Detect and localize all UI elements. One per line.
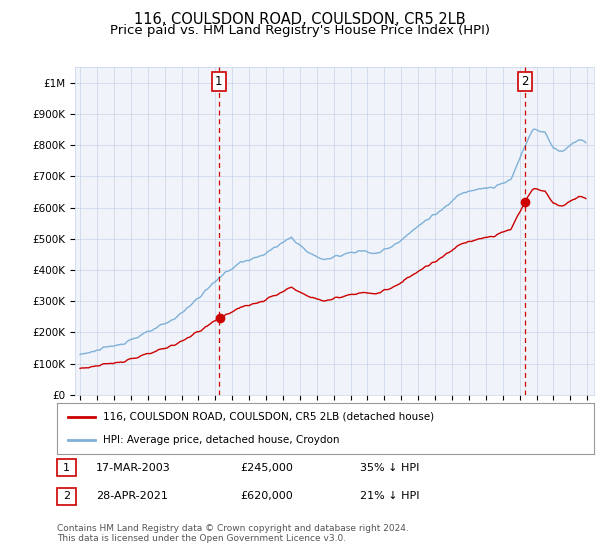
Text: 116, COULSDON ROAD, COULSDON, CR5 2LB (detached house): 116, COULSDON ROAD, COULSDON, CR5 2LB (d… [103,412,434,422]
Text: This data is licensed under the Open Government Licence v3.0.: This data is licensed under the Open Gov… [57,534,346,543]
Text: 116, COULSDON ROAD, COULSDON, CR5 2LB: 116, COULSDON ROAD, COULSDON, CR5 2LB [134,12,466,27]
Text: Price paid vs. HM Land Registry's House Price Index (HPI): Price paid vs. HM Land Registry's House … [110,24,490,36]
Text: HPI: Average price, detached house, Croydon: HPI: Average price, detached house, Croy… [103,435,339,445]
Text: Contains HM Land Registry data © Crown copyright and database right 2024.: Contains HM Land Registry data © Crown c… [57,524,409,533]
Text: 1: 1 [63,463,70,473]
Text: 2: 2 [63,491,70,501]
Text: 35% ↓ HPI: 35% ↓ HPI [360,463,419,473]
Text: 2: 2 [521,76,529,88]
Text: 28-APR-2021: 28-APR-2021 [96,491,168,501]
Text: 1: 1 [215,76,223,88]
Text: 17-MAR-2003: 17-MAR-2003 [96,463,171,473]
Text: £245,000: £245,000 [240,463,293,473]
Text: 21% ↓ HPI: 21% ↓ HPI [360,491,419,501]
Text: £620,000: £620,000 [240,491,293,501]
